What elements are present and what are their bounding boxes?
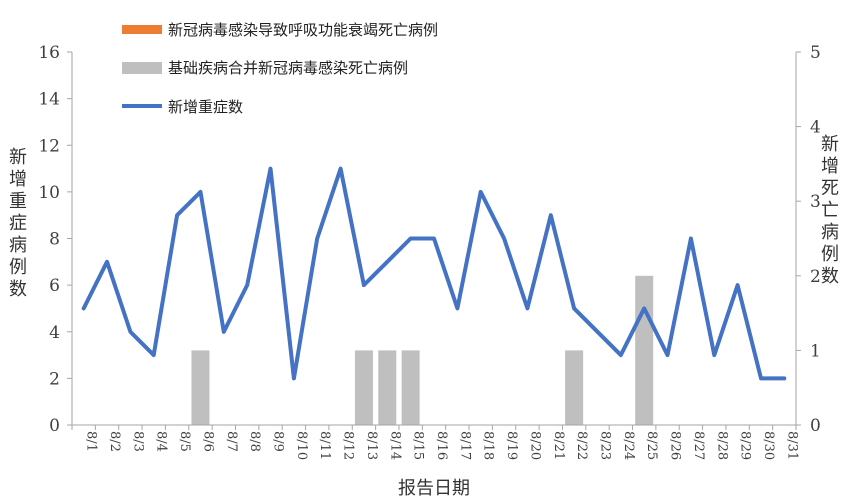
x-tick-8/3: 8/3 <box>130 431 145 452</box>
x-tick-8/18: 8/18 <box>481 431 496 460</box>
point-8/18 <box>480 191 482 193</box>
point-8/30 <box>760 377 762 379</box>
y-right-tick-1: 1 <box>810 341 821 361</box>
y-axis-right-title: 新增死亡病例数 <box>821 134 839 287</box>
point-8/16 <box>433 238 435 239</box>
series-line-severe <box>81 166 787 381</box>
legend-swatch-underlying-death <box>122 62 162 74</box>
point-8/6 <box>199 191 201 193</box>
point-8/28 <box>713 354 715 356</box>
y-left-tick-6: 6 <box>49 276 60 296</box>
y-axis-left-title: 新增重症病例数 <box>9 147 27 300</box>
point-8/9 <box>270 168 272 170</box>
point-8/7 <box>223 331 225 333</box>
point-8/19 <box>503 238 505 239</box>
x-tick-8/9: 8/9 <box>271 431 286 452</box>
bar-1-8/25 <box>635 275 654 425</box>
bars-layer <box>191 275 654 425</box>
y-left-tick-0: 0 <box>49 416 60 436</box>
x-tick-8/23: 8/23 <box>597 431 612 460</box>
x-tick-8/22: 8/22 <box>574 431 589 460</box>
point-8/27 <box>690 238 692 239</box>
point-8/11 <box>316 238 318 239</box>
legend-label-severe: 新增重症数 <box>168 98 243 116</box>
x-tick-8/8: 8/8 <box>247 431 262 452</box>
x-tick-8/10: 8/10 <box>294 431 309 460</box>
x-tick-8/20: 8/20 <box>527 431 542 460</box>
x-tick-8/26: 8/26 <box>668 431 683 460</box>
y-left-tick-2: 2 <box>49 369 60 389</box>
point-8/15 <box>410 238 412 239</box>
x-tick-8/11: 8/11 <box>317 431 332 460</box>
point-8/13 <box>363 284 365 286</box>
point-8/21 <box>550 214 552 216</box>
y-right-tick-5: 5 <box>810 43 821 63</box>
line-layer <box>81 166 787 381</box>
x-tick-8/7: 8/7 <box>224 431 239 452</box>
y-left-tick-14: 14 <box>38 90 60 110</box>
x-tick-8/21: 8/21 <box>551 431 566 460</box>
x-tick-8/29: 8/29 <box>738 431 753 460</box>
x-tick-8/4: 8/4 <box>154 431 169 452</box>
x-tick-8/12: 8/12 <box>341 431 356 460</box>
point-8/25 <box>643 307 645 309</box>
y-right-tick-0: 0 <box>810 416 821 436</box>
y-right-tick-2: 2 <box>810 267 821 287</box>
legend-label-respiratory-death: 新冠病毒感染导致呼吸功能衰竭死亡病例 <box>168 21 438 39</box>
x-tick-8/17: 8/17 <box>457 431 472 460</box>
bar-1-8/22 <box>565 350 584 425</box>
x-tick-8/16: 8/16 <box>434 431 449 460</box>
x-tick-8/15: 8/15 <box>411 431 426 460</box>
y-left-tick-10: 10 <box>38 183 60 203</box>
bar-1-8/6 <box>191 350 210 425</box>
point-8/10 <box>293 377 295 379</box>
y-left-tick-12: 12 <box>38 136 60 156</box>
x-tick-8/31: 8/31 <box>784 431 799 460</box>
bar-1-8/15 <box>401 350 420 425</box>
point-8/29 <box>737 284 739 286</box>
bar-1-8/13 <box>354 350 373 425</box>
point-8/14 <box>386 261 388 263</box>
point-8/1 <box>83 307 85 309</box>
y-right-tick-4: 4 <box>810 118 821 138</box>
y-right-tick-3: 3 <box>810 192 821 212</box>
point-8/3 <box>129 331 131 333</box>
y-left-tick-4: 4 <box>49 323 60 343</box>
x-tick-8/25: 8/25 <box>644 431 659 460</box>
x-tick-8/14: 8/14 <box>387 431 402 460</box>
point-8/31 <box>783 377 785 379</box>
point-8/8 <box>246 284 248 286</box>
point-8/2 <box>106 261 108 263</box>
y-left-tick-8: 8 <box>49 230 60 250</box>
x-tick-8/13: 8/13 <box>364 431 379 460</box>
x-tick-8/28: 8/28 <box>714 431 729 460</box>
y-left-tick-16: 16 <box>38 43 60 63</box>
point-8/22 <box>573 307 575 309</box>
x-tick-8/24: 8/24 <box>621 431 636 460</box>
bar-1-8/14 <box>378 350 397 425</box>
point-8/4 <box>153 354 155 356</box>
legend: 新冠病毒感染导致呼吸功能衰竭死亡病例 基础疾病合并新冠病毒感染死亡病例 新增重症… <box>122 21 438 116</box>
x-tick-8/30: 8/30 <box>761 431 776 460</box>
x-tick-8/2: 8/2 <box>107 431 122 452</box>
x-tick-8/19: 8/19 <box>504 431 519 460</box>
point-8/17 <box>456 307 458 309</box>
x-tick-8/27: 8/27 <box>691 431 706 460</box>
point-8/5 <box>176 214 178 216</box>
point-8/23 <box>596 331 598 333</box>
axes-layer <box>67 51 801 430</box>
legend-label-underlying-death: 基础疾病合并新冠病毒感染死亡病例 <box>168 59 408 77</box>
x-tick-8/5: 8/5 <box>177 431 192 452</box>
point-8/24 <box>620 354 622 356</box>
point-8/12 <box>340 168 342 170</box>
x-tick-8/1: 8/1 <box>84 431 99 452</box>
x-tick-8/6: 8/6 <box>200 431 215 452</box>
point-8/20 <box>526 307 528 309</box>
x-axis-title: 报告日期 <box>398 478 470 499</box>
legend-swatch-respiratory-death <box>122 25 162 34</box>
point-8/26 <box>667 354 669 356</box>
